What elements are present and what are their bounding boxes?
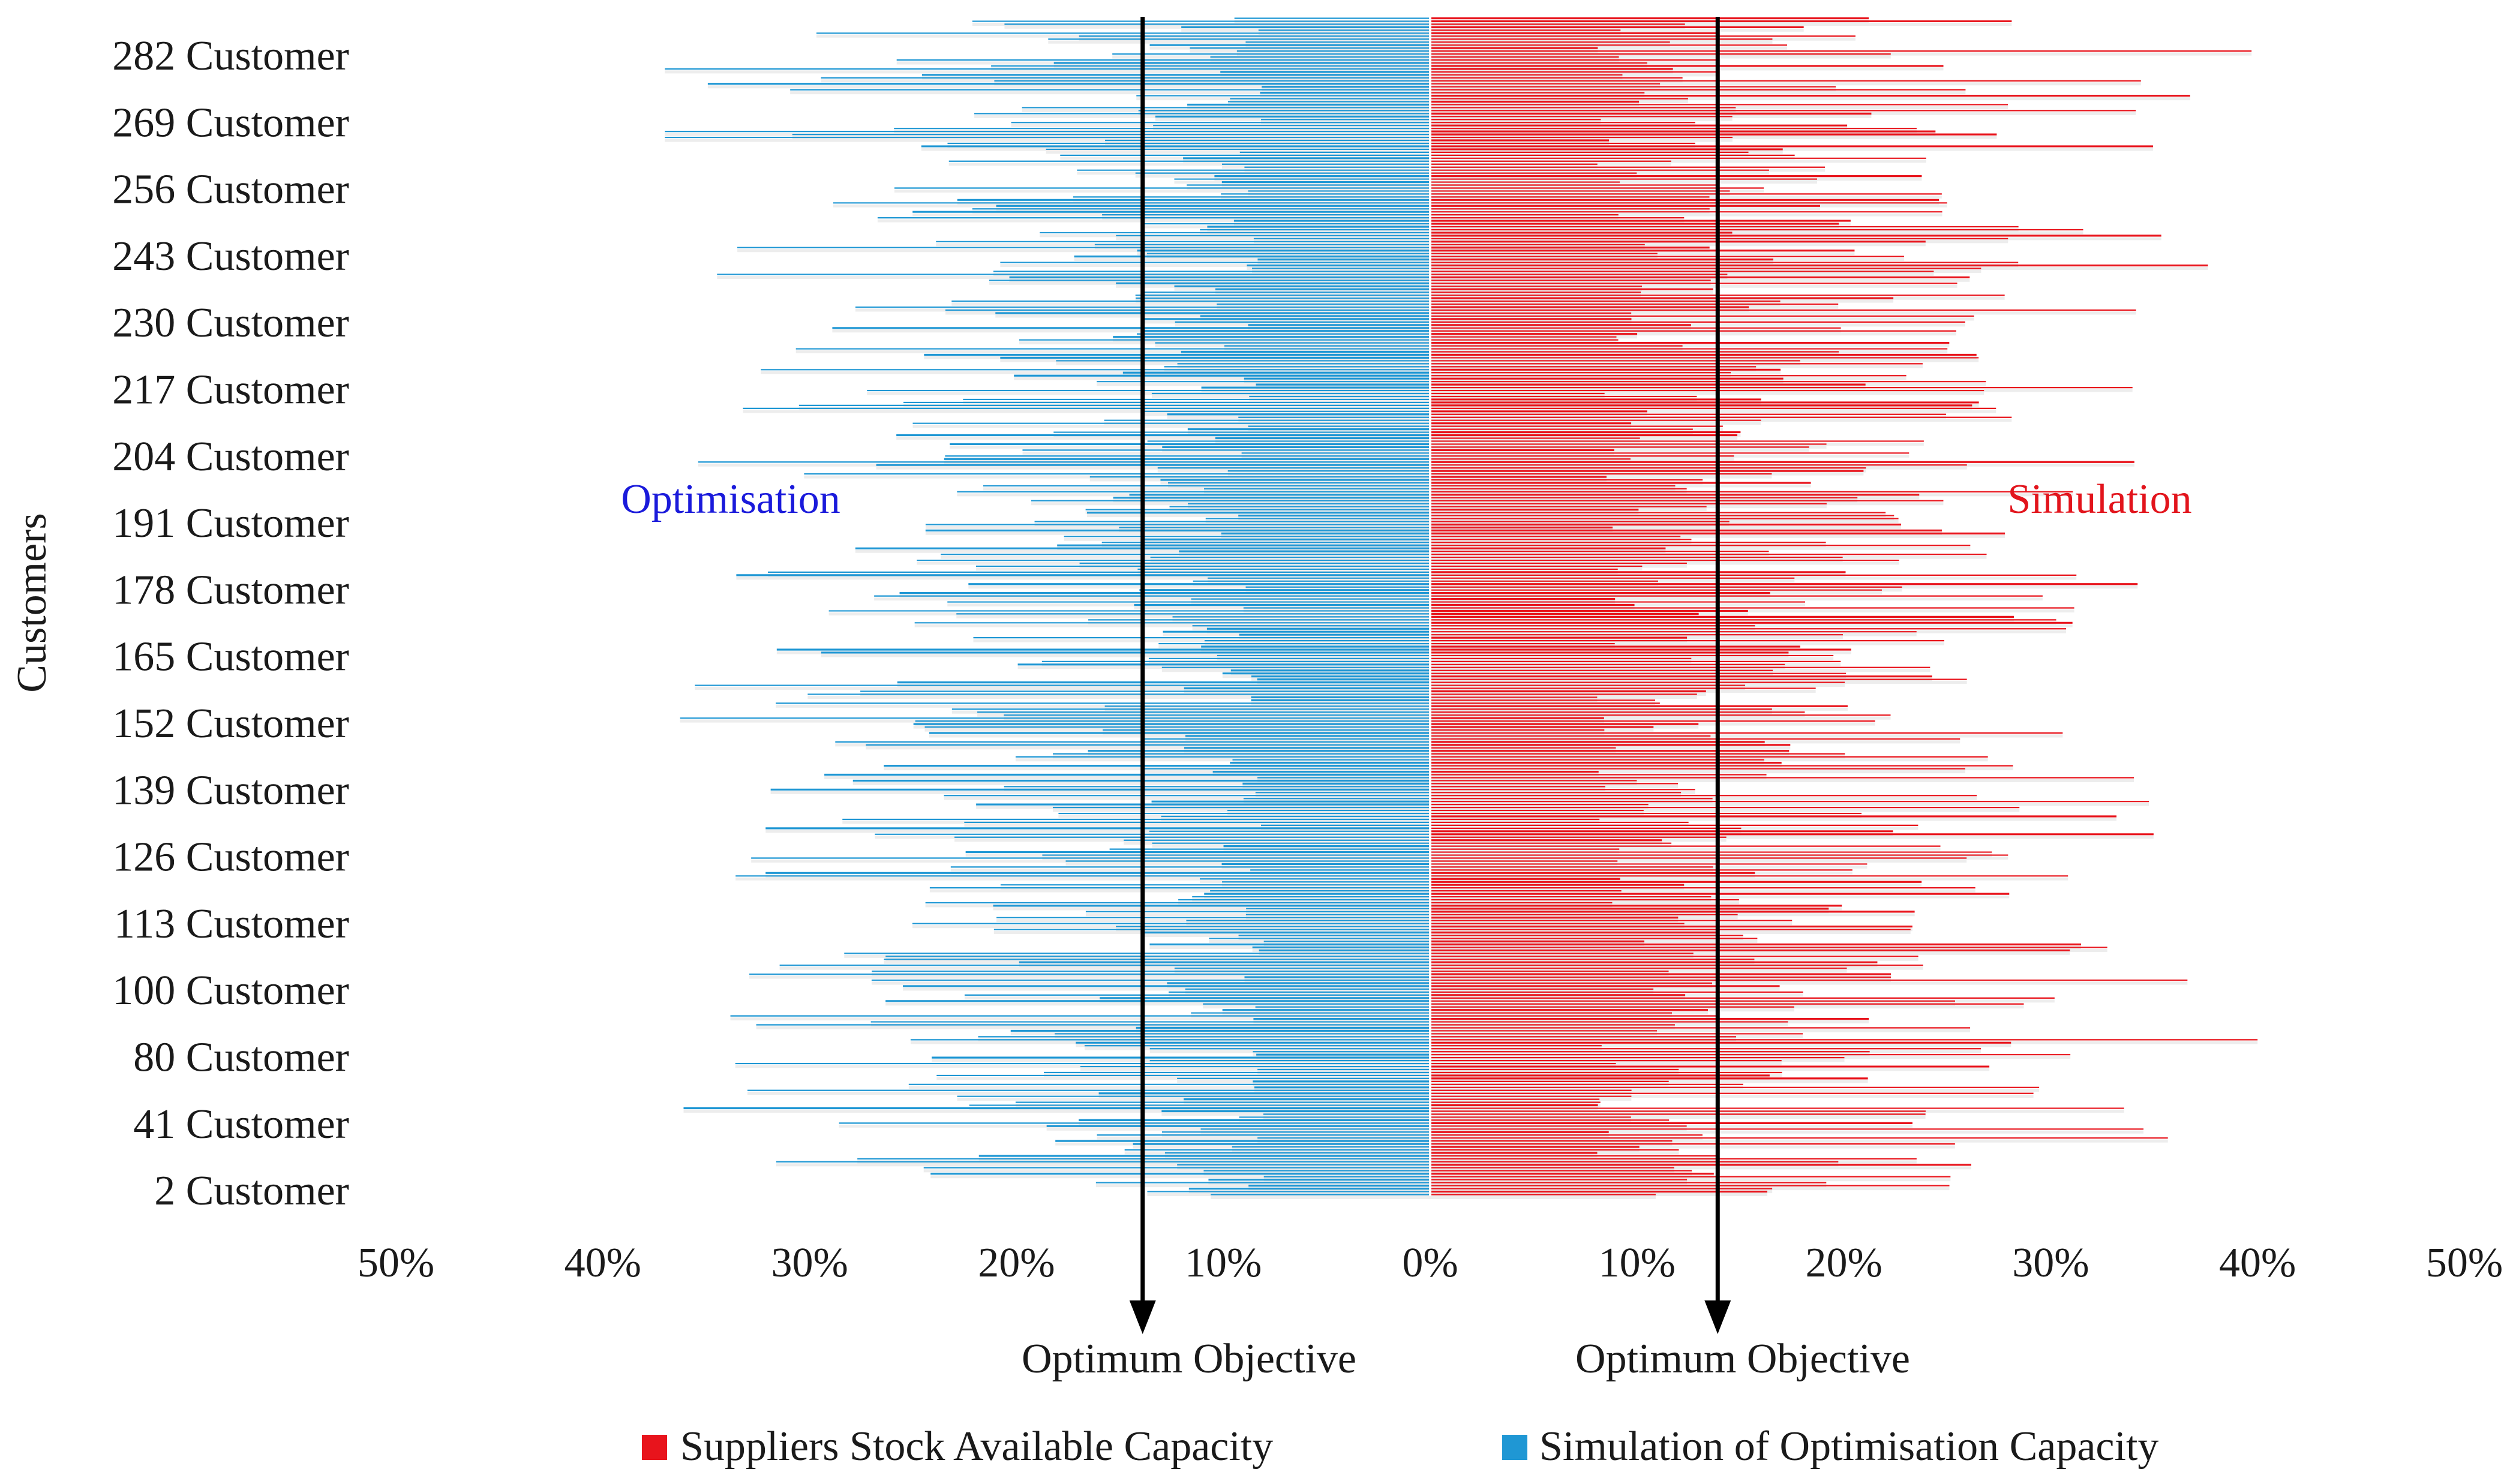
arrowhead-left-icon (1129, 1300, 1156, 1334)
customer-label: 178 Customer (112, 567, 349, 613)
legend-label-suppliers-stock: Suppliers Stock Available Capacity (680, 1423, 1273, 1470)
legend-swatch-simulation-optimisation (1502, 1435, 1527, 1460)
optimisation-bars (665, 17, 1430, 1200)
x-tick-label: 20% (978, 1240, 1055, 1286)
customer-label: 282 Customer (112, 33, 349, 79)
customer-label: 2 Customer (154, 1168, 349, 1214)
customer-label: 243 Customer (112, 233, 349, 280)
x-tick-label: 10% (1599, 1240, 1676, 1286)
x-tick-label: 30% (771, 1240, 848, 1286)
x-tick-label: 50% (2426, 1240, 2503, 1286)
customer-label: 152 Customer (112, 701, 349, 747)
customer-label: 230 Customer (112, 300, 349, 346)
customer-label: 126 Customer (112, 834, 349, 881)
customer-label: 41 Customer (133, 1101, 349, 1147)
objective-label-left: Optimum Objective (1022, 1336, 1356, 1382)
y-axis-title: Customers (9, 513, 55, 692)
legend-label-simulation-optimisation: Simulation of Optimisation Capacity (1539, 1423, 2158, 1470)
customer-label: 217 Customer (112, 367, 349, 413)
customer-label: 80 Customer (133, 1035, 349, 1081)
customer-label: 100 Customer (112, 968, 349, 1014)
x-tick-label: 40% (2219, 1240, 2296, 1286)
customer-label: 191 Customer (112, 500, 349, 546)
x-axis-ticks: 50% 40% 30% 20% 10% 0% 10% 20% 30% 40% 50% (358, 1240, 2503, 1286)
customer-label: 204 Customer (112, 434, 349, 480)
x-tick-label: 20% (1805, 1240, 1882, 1286)
x-tick-label: 50% (358, 1240, 434, 1286)
x-tick-label: 30% (2012, 1240, 2089, 1286)
customer-label: 256 Customer (112, 167, 349, 213)
customer-label: 113 Customer (114, 901, 349, 947)
objective-label-right: Optimum Objective (1575, 1336, 1910, 1382)
optimum-objective-arrows (1129, 17, 1731, 1334)
customer-label: 269 Customer (112, 100, 349, 146)
customer-label: 165 Customer (112, 634, 349, 680)
customer-label: 139 Customer (112, 767, 349, 813)
x-tick-label: 0% (1402, 1240, 1458, 1286)
legend-swatch-suppliers-stock (642, 1435, 667, 1460)
legend: Suppliers Stock Available Capacity Simul… (642, 1423, 2158, 1470)
x-tick-label: 40% (565, 1240, 641, 1286)
customer-labels: 282 Customer 269 Customer 256 Customer 243 … (112, 33, 349, 1214)
x-tick-label: 10% (1185, 1240, 1262, 1286)
side-label-optimisation: Optimisation (621, 476, 840, 522)
side-label-simulation: Simulation (2007, 476, 2191, 522)
simulation-bars (1429, 17, 2258, 1200)
arrowhead-right-icon (1704, 1300, 1731, 1334)
